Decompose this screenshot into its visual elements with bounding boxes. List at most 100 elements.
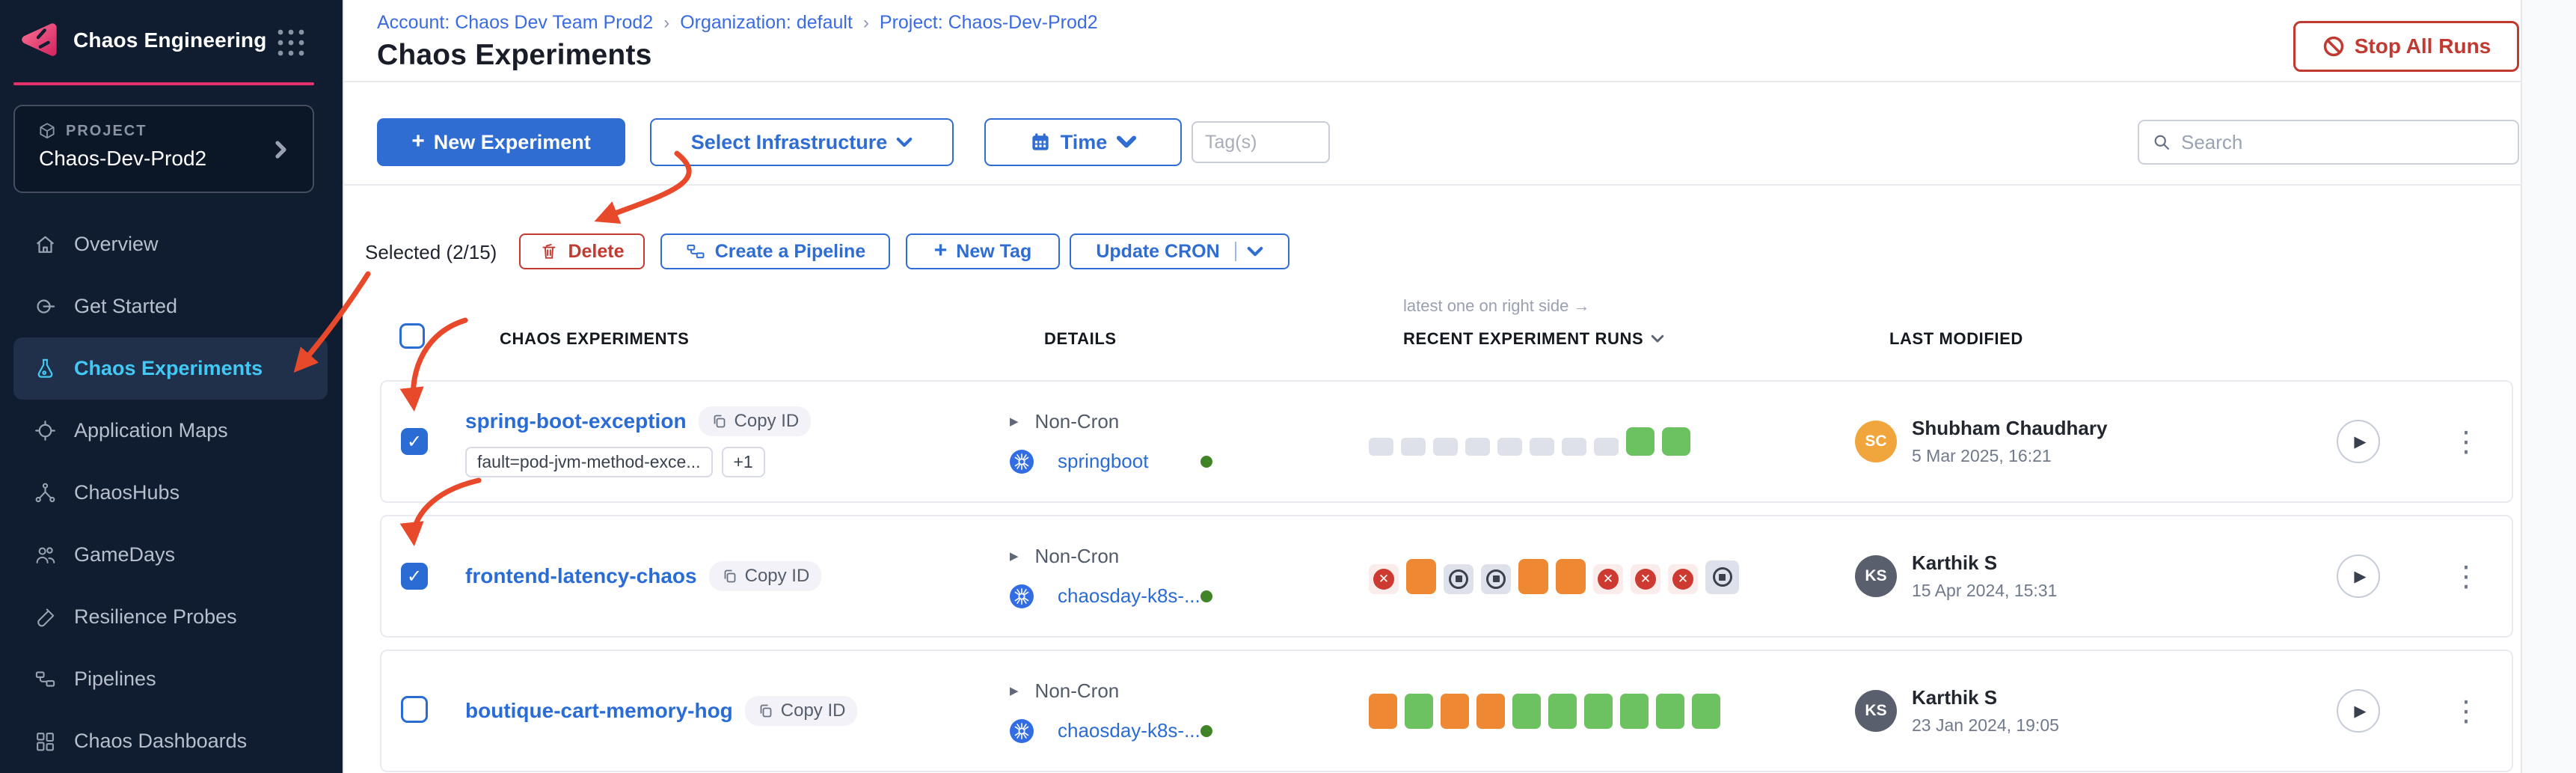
- run-status-success[interactable]: [1656, 693, 1684, 729]
- run-status-success[interactable]: [1692, 693, 1720, 729]
- row-run-cell: ▶: [2326, 420, 2441, 463]
- infra-status-dot: [1200, 590, 1212, 602]
- run-status-running[interactable]: [1441, 693, 1469, 729]
- sidebar-item-chaos-experiments[interactable]: Chaos Experiments: [13, 337, 328, 400]
- failed-icon: ✕: [1672, 568, 1693, 590]
- run-status-success[interactable]: [1548, 693, 1577, 729]
- tag-chip[interactable]: fault=pod-jvm-method-exce...: [465, 446, 713, 477]
- trash-icon: [542, 243, 556, 259]
- new-experiment-button[interactable]: + New Experiment: [377, 118, 625, 166]
- delete-button[interactable]: Delete: [519, 233, 645, 269]
- run-status-none[interactable]: [1369, 438, 1393, 456]
- expand-caret-icon[interactable]: ▶: [1010, 685, 1019, 697]
- sidebar-item-application-maps[interactable]: Application Maps: [0, 400, 344, 462]
- run-status-success[interactable]: [1584, 693, 1613, 729]
- project-cube-icon: [37, 121, 57, 141]
- stop-all-runs-button[interactable]: Stop All Runs: [2293, 21, 2519, 72]
- kubernetes-icon: [1010, 449, 1046, 474]
- run-experiment-button[interactable]: ▶: [2337, 420, 2380, 463]
- run-status-stopped[interactable]: [1481, 563, 1511, 594]
- run-status-running[interactable]: [1406, 558, 1436, 594]
- run-status-none[interactable]: [1594, 438, 1619, 456]
- experiment-name-link[interactable]: frontend-latency-chaos: [465, 564, 697, 587]
- run-status-success[interactable]: [1626, 427, 1655, 456]
- run-status-none[interactable]: [1530, 438, 1554, 456]
- project-selector[interactable]: PROJECT Chaos-Dev-Prod2: [13, 105, 314, 193]
- column-header-recent-runs[interactable]: RECENT EXPERIMENT RUNS: [1403, 329, 1664, 349]
- tag-chip[interactable]: +1: [721, 446, 765, 477]
- run-status-none[interactable]: [1401, 438, 1426, 456]
- sidebar-item-get-started[interactable]: Get Started: [0, 275, 344, 337]
- infrastructure-link[interactable]: chaosday-k8s-...: [1058, 719, 1200, 742]
- copy-id-button[interactable]: Copy ID: [744, 696, 858, 726]
- avatar: KS: [1855, 690, 1897, 732]
- sidebar-item-gamedays[interactable]: GameDays: [0, 524, 344, 586]
- run-status-none[interactable]: [1497, 438, 1522, 456]
- hub-icon: [34, 481, 57, 504]
- modified-by-name: Karthik S: [1912, 552, 1998, 574]
- run-status-failed[interactable]: ✕: [1631, 563, 1660, 594]
- run-status-failed[interactable]: ✕: [1369, 563, 1399, 594]
- app-switcher-icon[interactable]: [275, 27, 307, 58]
- run-status-running[interactable]: [1476, 693, 1505, 729]
- breadcrumb-link[interactable]: Account: Chaos Dev Team Prod2: [377, 12, 654, 33]
- run-status-success[interactable]: [1405, 693, 1433, 729]
- row-menu-button[interactable]: ⋮: [2452, 426, 2480, 458]
- breadcrumb-link[interactable]: Organization: default: [680, 12, 853, 33]
- sidebar-item-chaos-dashboards[interactable]: Chaos Dashboards: [0, 710, 344, 772]
- row-menu-cell: ⋮: [2441, 425, 2512, 459]
- run-status-success[interactable]: [1662, 427, 1690, 456]
- row-menu-button[interactable]: ⋮: [2452, 560, 2480, 593]
- experiment-name-link[interactable]: boutique-cart-memory-hog: [465, 699, 733, 722]
- row-checkbox[interactable]: [401, 563, 428, 590]
- sidebar-item-chaoshubs[interactable]: ChaosHubs: [0, 462, 344, 524]
- new-tag-button[interactable]: + New Tag: [906, 233, 1060, 269]
- plus-icon: +: [933, 237, 948, 263]
- update-cron-button[interactable]: Update CRON: [1070, 233, 1289, 269]
- project-label: PROJECT: [66, 122, 147, 139]
- run-status-none[interactable]: [1562, 438, 1586, 456]
- run-status-stopped[interactable]: [1705, 560, 1739, 594]
- row-checkbox[interactable]: [401, 428, 428, 455]
- prohibited-icon: [2323, 36, 2343, 57]
- experiment-name-link[interactable]: spring-boot-exception: [465, 409, 687, 433]
- row-menu-button[interactable]: ⋮: [2452, 695, 2480, 727]
- run-status-running[interactable]: [1518, 558, 1548, 594]
- row-name-cell: frontend-latency-chaos Copy ID: [465, 561, 1010, 591]
- infrastructure-link[interactable]: springboot: [1058, 450, 1149, 472]
- run-status-running[interactable]: [1556, 558, 1586, 594]
- tags-filter-input[interactable]: [1192, 121, 1330, 163]
- run-status-none[interactable]: [1465, 438, 1490, 456]
- run-status-failed[interactable]: ✕: [1668, 563, 1698, 594]
- sidebar-item-resilience-probes[interactable]: Resilience Probes: [0, 586, 344, 648]
- search-input[interactable]: [2181, 130, 2506, 154]
- run-status-none[interactable]: [1433, 438, 1458, 456]
- copy-id-button[interactable]: Copy ID: [698, 406, 812, 436]
- selected-count-label: Selected (2/15): [365, 241, 497, 263]
- infrastructure-link[interactable]: chaosday-k8s-...: [1058, 584, 1200, 607]
- divider: [1234, 242, 1236, 261]
- run-status-success[interactable]: [1620, 693, 1649, 729]
- run-experiment-button[interactable]: ▶: [2337, 689, 2380, 733]
- breadcrumb-link[interactable]: Project: Chaos-Dev-Prod2: [879, 12, 1098, 33]
- sidebar-item-label: Chaos Dashboards: [74, 730, 248, 752]
- run-experiment-button[interactable]: ▶: [2337, 554, 2380, 598]
- run-status-stopped[interactable]: [1444, 563, 1473, 594]
- stopped-icon: [1449, 569, 1468, 589]
- sidebar-item-overview[interactable]: Overview: [0, 213, 344, 275]
- expand-caret-icon[interactable]: ▶: [1010, 415, 1019, 428]
- create-pipeline-button[interactable]: Create a Pipeline: [660, 233, 890, 269]
- row-checkbox[interactable]: [401, 695, 428, 723]
- scrollbar-gutter[interactable]: [2521, 0, 2576, 773]
- select-all-checkbox[interactable]: [399, 323, 425, 349]
- expand-caret-icon[interactable]: ▶: [1010, 550, 1019, 563]
- run-status-success[interactable]: [1512, 693, 1541, 729]
- time-filter-dropdown[interactable]: Time: [984, 118, 1182, 166]
- sidebar-item-pipelines[interactable]: Pipelines: [0, 648, 344, 710]
- run-status-failed[interactable]: ✕: [1593, 563, 1623, 594]
- run-status-running[interactable]: [1369, 693, 1397, 729]
- copy-id-button[interactable]: Copy ID: [708, 561, 822, 591]
- tag-list: fault=pod-jvm-method-exce... +1: [465, 446, 1010, 477]
- failed-icon: ✕: [1635, 568, 1656, 590]
- select-infrastructure-dropdown[interactable]: Select Infrastructure: [650, 118, 954, 166]
